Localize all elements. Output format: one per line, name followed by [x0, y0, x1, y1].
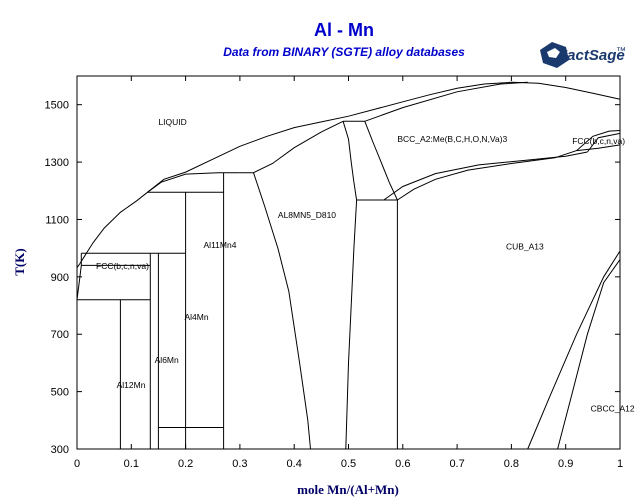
x-tick-label: 1 [617, 458, 623, 470]
x-tick-label: 0.1 [124, 458, 139, 470]
x-tick-label: 0.8 [504, 458, 519, 470]
y-tick-label: 1500 [45, 100, 69, 112]
y-tick-label: 1300 [45, 157, 69, 169]
phase-boundary-line [76, 265, 82, 300]
phase-label: Al11Mn4 [204, 240, 237, 250]
phase-boundary-line [76, 81, 621, 268]
y-tick-label: 500 [51, 387, 69, 399]
phase-boundary-line [342, 121, 358, 201]
factsage-logo-icon [540, 42, 569, 68]
phase-boundary-line [239, 120, 344, 174]
phase-label: FCC(b,c,n,va) [96, 261, 149, 271]
phase-boundary-line [147, 172, 240, 193]
x-axis-ticks: 0 0.1 0.2 0.3 0.4 0.5 0.6 0.7 0.8 0.9 1 [74, 76, 623, 470]
phase-boundary-line [587, 132, 621, 153]
phase-boundary-line [383, 151, 588, 201]
x-axis-label: mole Mn/(Al+Mn) [297, 482, 399, 497]
x-tick-label: 0 [74, 458, 80, 470]
phase-label: Al4Mn [185, 312, 209, 322]
y-axis-ticks: 300 500 700 900 1100 1300 1500 [45, 100, 620, 456]
chart-title: Al - Mn [314, 20, 374, 40]
phase-label: BCC_A2:Me(B,C,H,O,N,Va)3 [397, 134, 507, 144]
x-tick-label: 0.5 [341, 458, 356, 470]
y-tick-label: 700 [51, 329, 69, 341]
phase-label: CUB_A13 [506, 242, 544, 252]
phase-boundaries [76, 81, 621, 450]
phase-boundary-line [253, 172, 311, 450]
phase-label: LIQUID [158, 117, 186, 127]
phase-label: FCC(b,c,n,va) [572, 136, 625, 146]
y-tick-label: 1100 [45, 214, 69, 226]
y-axis-label: T(K) [12, 248, 27, 275]
y-tick-label: 900 [51, 272, 69, 284]
phase-boundary-line [527, 250, 621, 450]
x-tick-label: 0.4 [287, 458, 302, 470]
x-tick-label: 0.6 [395, 458, 410, 470]
x-tick-label: 0.3 [232, 458, 247, 470]
phase-labels: LIQUID BCC_A2:Me(B,C,H,O,N,Va)3 FCC(b,c,n,… [96, 117, 635, 414]
phase-label: Al12Mn [117, 380, 146, 390]
phase-label: CBCC_A12 [591, 404, 635, 414]
x-tick-label: 0.2 [178, 458, 193, 470]
phase-boundary-line [345, 199, 358, 450]
x-tick-label: 0.7 [449, 458, 464, 470]
factsage-trademark: ™ [616, 46, 626, 57]
factsage-logo-text: FactSage [558, 47, 625, 64]
phase-label: Al6Mn [155, 355, 179, 365]
phase-boundary-line [364, 121, 398, 201]
chart-subtitle: Data from BINARY (SGTE) alloy databases [223, 45, 465, 59]
phase-boundary-line [397, 130, 621, 201]
factsage-logo: FactSage ™ [540, 42, 626, 68]
x-tick-label: 0.9 [558, 458, 573, 470]
phase-boundary-line [557, 259, 621, 450]
phase-boundary-line [343, 81, 528, 122]
phase-boundary-line [576, 144, 621, 152]
y-tick-label: 300 [51, 444, 69, 456]
phase-label: AL8MN5_D810 [278, 210, 336, 220]
